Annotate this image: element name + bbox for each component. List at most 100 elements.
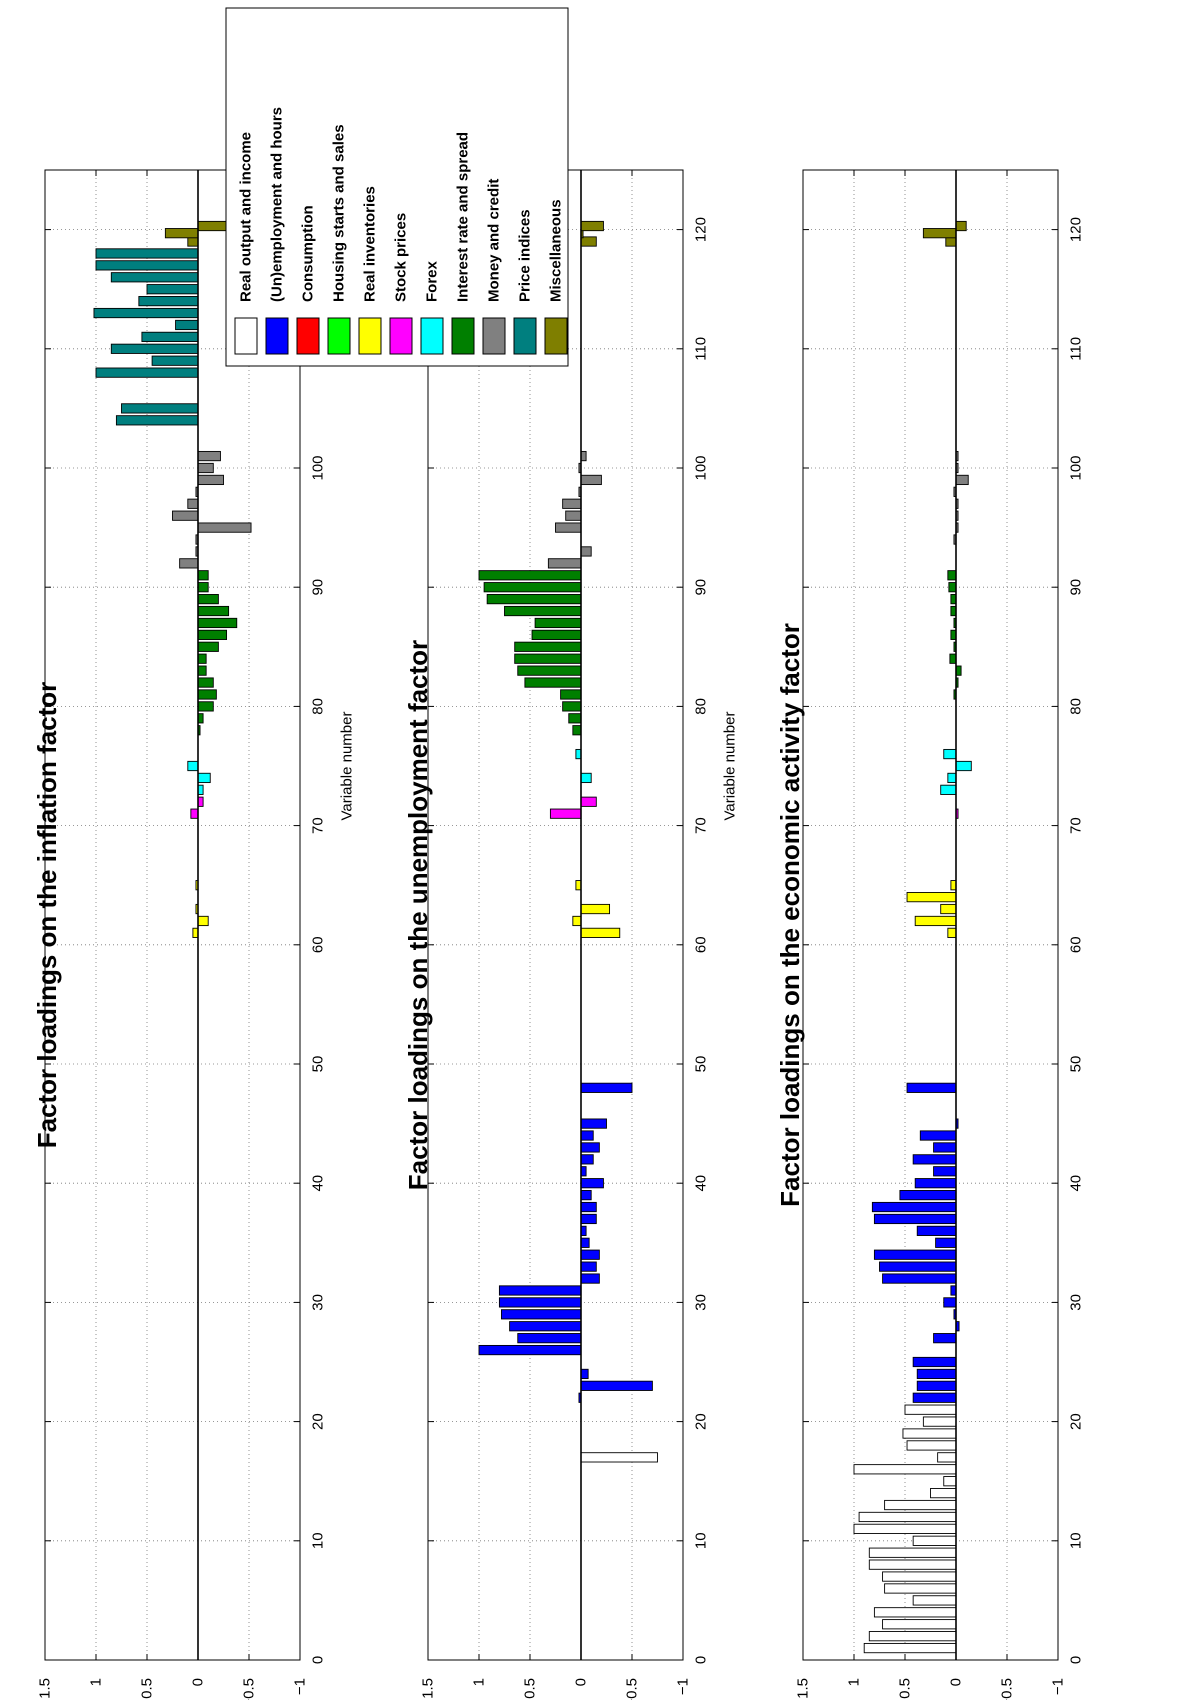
- x-tick-label: 50: [693, 1056, 710, 1073]
- y-tick-label: −1: [1050, 1678, 1067, 1695]
- x-tick-label: 70: [310, 817, 327, 834]
- bar: [197, 522, 252, 533]
- bar: [547, 558, 582, 569]
- bar: [955, 220, 967, 232]
- bar: [197, 462, 214, 474]
- bar: [884, 1499, 957, 1511]
- bar: [943, 1476, 957, 1487]
- bar: [498, 1297, 582, 1308]
- bar: [912, 1356, 957, 1368]
- bar: [121, 403, 199, 414]
- legend-label: (Un)employment and hours: [269, 107, 286, 302]
- bar: [197, 915, 209, 927]
- bar: [580, 1190, 592, 1201]
- bar: [955, 474, 969, 486]
- legend-swatch: [482, 317, 506, 355]
- x-tick-label: 100: [1068, 455, 1085, 480]
- x-tick-label: 0: [693, 1656, 710, 1664]
- bar: [517, 665, 582, 676]
- legend-swatch: [544, 317, 568, 355]
- x-tick-label: 20: [1068, 1413, 1085, 1430]
- x-tick-label: 50: [310, 1056, 327, 1073]
- x-tick-label: 30: [310, 1294, 327, 1311]
- bar: [580, 1237, 590, 1248]
- bar: [882, 1571, 957, 1582]
- x-tick-label: 80: [1068, 698, 1085, 715]
- x-tick-label: 20: [310, 1413, 327, 1430]
- x-tick-label: 40: [693, 1175, 710, 1192]
- chart-panel-2: 0 10 20 30 40 50 60 70 80 90 100 110 120 1.5 1 0.5 0 −0.5…: [403, 169, 739, 1700]
- chart-title: Factor loadings on the economic activity…: [775, 623, 805, 1207]
- legend-label: Consumption: [300, 205, 317, 302]
- bar: [906, 1082, 957, 1093]
- y-tick-label: −0.5: [999, 1678, 1016, 1700]
- bar: [517, 1333, 582, 1344]
- bar: [906, 892, 957, 903]
- bar: [922, 228, 957, 239]
- bar: [93, 307, 199, 319]
- bar: [930, 1488, 957, 1499]
- chart-panel-1: 01020304050607080901001101201.510.50−0.5…: [32, 169, 356, 1700]
- bar: [197, 629, 228, 640]
- bar: [187, 760, 199, 772]
- bar: [146, 284, 199, 295]
- bar: [947, 570, 957, 581]
- bar: [935, 1237, 957, 1248]
- legend-swatch: [358, 317, 382, 355]
- bar: [949, 653, 957, 664]
- x-axis-label: Variable number: [339, 712, 356, 821]
- y-tick-label: 1.5: [37, 1678, 54, 1699]
- bar: [580, 1130, 594, 1141]
- bar: [580, 772, 592, 784]
- bar: [568, 713, 582, 724]
- bar: [531, 629, 582, 640]
- bar: [172, 510, 199, 521]
- bar: [514, 653, 582, 664]
- bar: [179, 558, 199, 569]
- bar: [95, 248, 199, 259]
- bar: [882, 1273, 957, 1284]
- bar: [478, 570, 582, 581]
- x-tick-label: 40: [1068, 1175, 1085, 1192]
- bar: [933, 1166, 957, 1177]
- x-tick-label: 60: [310, 936, 327, 953]
- bar: [565, 510, 582, 521]
- bar: [955, 760, 972, 772]
- plot-frame: [427, 169, 684, 1661]
- bar: [933, 1333, 957, 1344]
- x-tick-label: 120: [693, 217, 710, 242]
- bar: [916, 1368, 957, 1380]
- bar: [572, 915, 582, 927]
- legend-label: Real output and income: [238, 132, 255, 302]
- x-tick-label: 80: [693, 698, 710, 715]
- x-axis-label: Variable number: [722, 712, 739, 821]
- y-tick-label: −0.5: [624, 1678, 641, 1700]
- bar: [580, 1154, 594, 1165]
- bar: [868, 1547, 957, 1558]
- bar: [912, 1535, 957, 1546]
- x-tick-label: 90: [310, 579, 327, 596]
- bar: [197, 450, 221, 462]
- bar: [580, 474, 602, 486]
- bar: [110, 343, 199, 354]
- bar: [504, 605, 582, 617]
- bar: [580, 927, 621, 938]
- bar: [580, 1368, 589, 1380]
- bar: [95, 367, 199, 378]
- bar: [873, 1249, 957, 1260]
- bar: [562, 701, 582, 712]
- legend-label: Forex: [424, 260, 441, 302]
- bar: [916, 1225, 957, 1236]
- y-tick-label: 1: [471, 1678, 488, 1686]
- bar: [197, 582, 209, 593]
- bar: [580, 1142, 600, 1153]
- bar: [580, 1118, 607, 1129]
- bar: [580, 546, 592, 557]
- bar: [555, 522, 582, 533]
- legend-swatch: [420, 317, 444, 355]
- x-tick-label: 100: [310, 455, 327, 480]
- legend-swatch: [451, 317, 475, 355]
- x-tick-label: 110: [693, 337, 710, 361]
- y-tick-label: −1: [675, 1678, 692, 1695]
- x-tick-label: 70: [693, 817, 710, 834]
